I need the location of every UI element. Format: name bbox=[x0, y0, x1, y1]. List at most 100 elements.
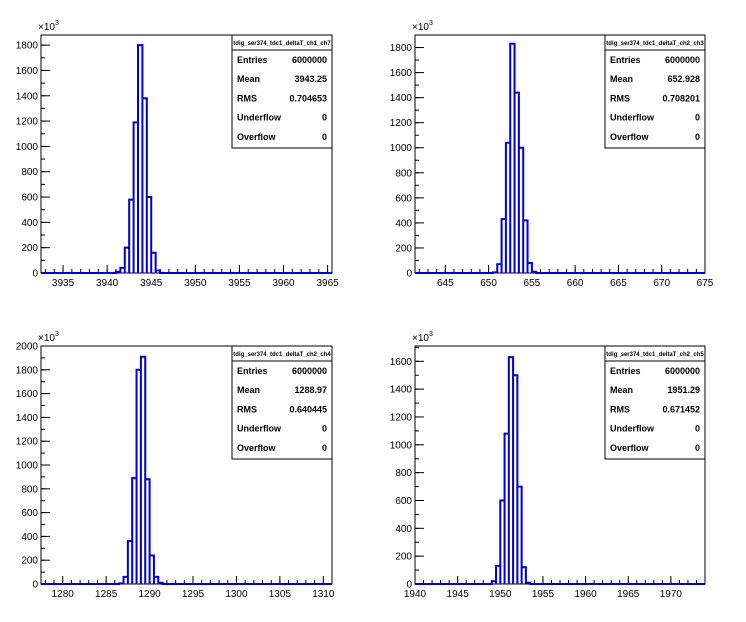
y-tick-label: 0 bbox=[406, 269, 412, 280]
x-tick-label: 1965 bbox=[617, 589, 640, 600]
stats-value: 0 bbox=[322, 424, 327, 434]
x-tick-label: 3935 bbox=[52, 278, 75, 289]
x-tick-label: 1960 bbox=[574, 589, 597, 600]
y-tick-label: 800 bbox=[395, 168, 412, 179]
stats-label: Underflow bbox=[237, 424, 282, 434]
x-tick-label: 645 bbox=[437, 278, 454, 289]
x-tick-label: 1310 bbox=[312, 589, 335, 600]
y-tick-label: 1200 bbox=[16, 437, 39, 448]
y-minor-ticks bbox=[415, 34, 419, 274]
stats-box-frame bbox=[231, 34, 333, 149]
stats-label: Underflow bbox=[237, 113, 282, 123]
stats-label: Mean bbox=[237, 74, 260, 84]
y-tick-label: 1800 bbox=[16, 41, 39, 52]
stats-value: 0.640445 bbox=[289, 404, 327, 414]
stats-box-frame bbox=[604, 345, 706, 460]
y-tick-label: 600 bbox=[395, 496, 412, 507]
stats-label: Mean bbox=[237, 385, 260, 395]
stats-label: Entries bbox=[237, 55, 268, 65]
y-tick-label: 1600 bbox=[390, 357, 413, 368]
stats-value: 652.928 bbox=[667, 74, 700, 84]
y-exponent-power: 3 bbox=[429, 331, 433, 338]
y-tick-label: 400 bbox=[395, 218, 412, 229]
x-tick-label: 1295 bbox=[182, 589, 205, 600]
histogram-line bbox=[415, 42, 705, 274]
y-exponent-base: ×10 bbox=[412, 22, 429, 33]
x-tick-label: 3955 bbox=[228, 278, 251, 289]
y-tick-label: 1200 bbox=[16, 117, 39, 128]
y-exponent-base: ×10 bbox=[38, 22, 55, 33]
x-tick-label: 660 bbox=[567, 278, 584, 289]
stats-label: Underflow bbox=[610, 113, 655, 123]
stats-value: 6000000 bbox=[292, 366, 327, 376]
histogram-line bbox=[41, 44, 332, 274]
x-tick-label: 3950 bbox=[184, 278, 207, 289]
stats-label: RMS bbox=[237, 404, 257, 414]
stats-value: 0 bbox=[695, 424, 700, 434]
y-exponent-label: ×103 bbox=[412, 331, 433, 344]
x-tick-label: 1290 bbox=[138, 589, 161, 600]
x-tick-label: 1280 bbox=[52, 589, 75, 600]
histogram-line bbox=[415, 356, 705, 585]
stats-box-frame bbox=[604, 34, 706, 149]
y-exponent-label: ×103 bbox=[38, 331, 59, 344]
y-tick-label: 0 bbox=[32, 269, 38, 280]
x-tick-label: 1305 bbox=[269, 589, 292, 600]
stats-label: Mean bbox=[610, 385, 633, 395]
stats-label: Overflow bbox=[237, 443, 277, 453]
y-tick-label: 800 bbox=[395, 468, 412, 479]
x-tick-label: 1300 bbox=[225, 589, 248, 600]
y-tick-label: 1800 bbox=[390, 43, 413, 54]
y-exponent-base: ×10 bbox=[38, 333, 55, 344]
stats-box: tdig_ser374_tdc1_deltaT_ch2_ch5 Entries 60… bbox=[604, 345, 706, 460]
y-tick-label: 1400 bbox=[390, 385, 413, 396]
y-tick-label: 2000 bbox=[16, 342, 39, 353]
y-tick-label: 1000 bbox=[16, 142, 39, 153]
stats-label: Overflow bbox=[610, 443, 650, 453]
y-minor-ticks bbox=[415, 346, 419, 585]
histogram-name: tdig_ser374_tdc1_deltaT_ch2_ch4 bbox=[233, 352, 331, 358]
stats-label: RMS bbox=[237, 93, 257, 103]
y-tick-label: 1000 bbox=[16, 461, 39, 472]
stats-label: Overflow bbox=[237, 132, 277, 142]
stats-box: tdig_ser374_tdc1_deltaT_ch1_ch7 Entries 60… bbox=[231, 34, 333, 149]
y-tick-label: 200 bbox=[395, 243, 412, 254]
stats-box-frame bbox=[231, 345, 333, 460]
histogram-name: tdig_ser374_tdc1_deltaT_ch1_ch7 bbox=[233, 41, 331, 47]
stats-value: 0 bbox=[322, 443, 327, 453]
histogram-pad: 645 650 655 660 665 670 675 0 200 400 600 800 1000 12… bbox=[390, 20, 714, 289]
x-tick-label: 1970 bbox=[660, 589, 683, 600]
y-tick-label: 600 bbox=[21, 508, 38, 519]
y-tick-label: 800 bbox=[21, 167, 38, 178]
x-tick-label: 670 bbox=[653, 278, 670, 289]
stats-label: Entries bbox=[237, 366, 268, 376]
y-tick-label: 1200 bbox=[390, 412, 413, 423]
y-tick-label: 1400 bbox=[390, 93, 413, 104]
y-tick-label: 600 bbox=[395, 193, 412, 204]
y-tick-label: 1600 bbox=[16, 389, 39, 400]
y-tick-label: 200 bbox=[21, 556, 38, 567]
stats-label: Mean bbox=[610, 74, 633, 84]
y-tick-label: 1400 bbox=[16, 413, 39, 424]
y-tick-label: 400 bbox=[395, 524, 412, 535]
y-tick-label: 0 bbox=[32, 580, 38, 591]
x-tick-label: 3945 bbox=[140, 278, 163, 289]
stats-label: Entries bbox=[610, 55, 641, 65]
histogram-pad: 1280 1285 1290 1295 1300 1305 1310 0 200 400 600 80… bbox=[16, 331, 335, 600]
x-tick-label: 675 bbox=[697, 278, 714, 289]
y-tick-label: 1600 bbox=[390, 68, 413, 79]
x-tick-label: 1950 bbox=[489, 589, 512, 600]
stats-value: 0 bbox=[322, 113, 327, 123]
x-tick-label: 665 bbox=[610, 278, 627, 289]
histogram-pad: 3935 3940 3945 3950 3955 3960 3965 0 200 400 600 80… bbox=[16, 20, 339, 289]
y-tick-label: 1000 bbox=[390, 143, 413, 154]
y-exponent-label: ×103 bbox=[412, 20, 433, 33]
stats-label: Underflow bbox=[610, 424, 655, 434]
y-exponent-label: ×103 bbox=[38, 20, 59, 33]
stats-value: 6000000 bbox=[665, 55, 700, 65]
x-tick-label: 650 bbox=[480, 278, 497, 289]
stats-value: 0 bbox=[695, 113, 700, 123]
x-tick-label: 3965 bbox=[316, 278, 339, 289]
histogram-line bbox=[41, 355, 332, 585]
x-tick-label: 3940 bbox=[96, 278, 119, 289]
